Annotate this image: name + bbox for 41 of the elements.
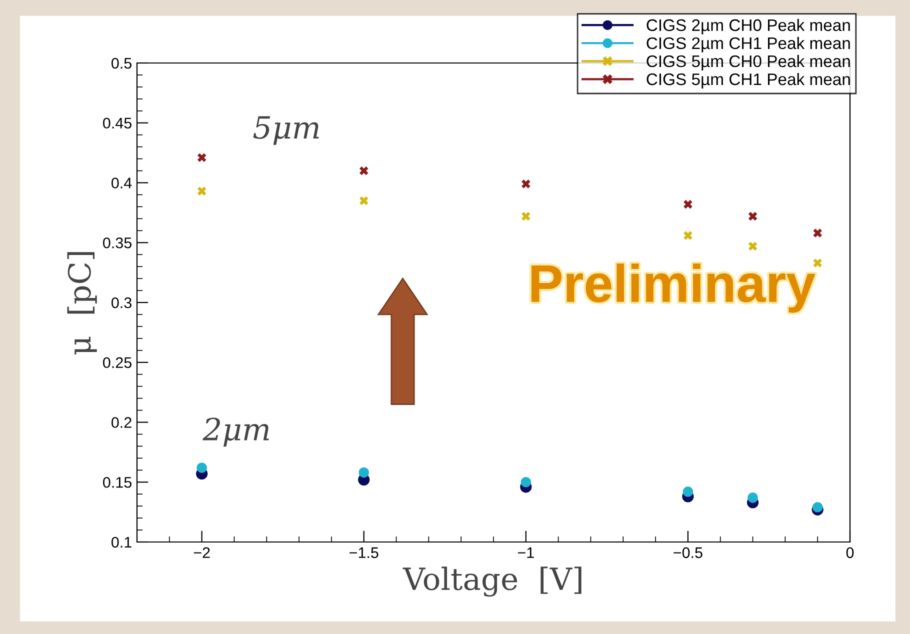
annotation: 2μm — [202, 418, 269, 447]
point — [682, 486, 694, 497]
legend-label: CIGS 2µm CH0 Peak mean — [646, 18, 850, 34]
legend-label: CIGS 5µm CH1 Peak mean — [646, 72, 850, 88]
point — [522, 212, 530, 221]
y-tick-label: 0.25 — [103, 357, 132, 368]
x-tick-label: −2 — [194, 547, 210, 558]
y-tick-label: 0.2 — [112, 417, 132, 428]
point — [748, 242, 758, 251]
y-tick-label: 0.15 — [103, 476, 132, 488]
annotation: Preliminary — [532, 264, 816, 313]
y-tick-label: 0.5 — [112, 58, 132, 69]
y-axis-title: μ [pC] — [67, 252, 97, 354]
x-tick-label: −1 — [518, 547, 534, 558]
x-tick-label: 0 — [846, 547, 854, 558]
point — [197, 186, 206, 196]
y-tick-label: 0.35 — [103, 237, 132, 248]
point — [812, 502, 823, 512]
point — [748, 212, 758, 221]
x-tick-label: −1.5 — [350, 547, 378, 558]
point — [358, 467, 370, 478]
y-tick-label: 0.45 — [103, 118, 132, 129]
point — [196, 462, 207, 473]
point — [520, 476, 532, 488]
point — [197, 153, 206, 162]
annotation: 5μm — [253, 116, 319, 145]
y-tick-label: 0.3 — [112, 297, 132, 308]
point — [813, 228, 822, 238]
point — [684, 231, 692, 240]
y-tick-label: 0.4 — [112, 178, 132, 188]
point — [684, 200, 692, 209]
point — [813, 258, 822, 268]
point — [522, 180, 530, 188]
point — [359, 196, 368, 206]
y-tick-label: 0.1 — [112, 536, 132, 548]
x-tick-label: −0.5 — [674, 547, 702, 558]
x-axis-title: Voltage [V] — [402, 566, 582, 597]
legend-label: CIGS 5µm CH0 Peak mean — [646, 54, 850, 70]
legend-label: CIGS 2µm CH1 Peak mean — [646, 36, 850, 52]
point — [748, 492, 758, 503]
point — [359, 166, 368, 176]
